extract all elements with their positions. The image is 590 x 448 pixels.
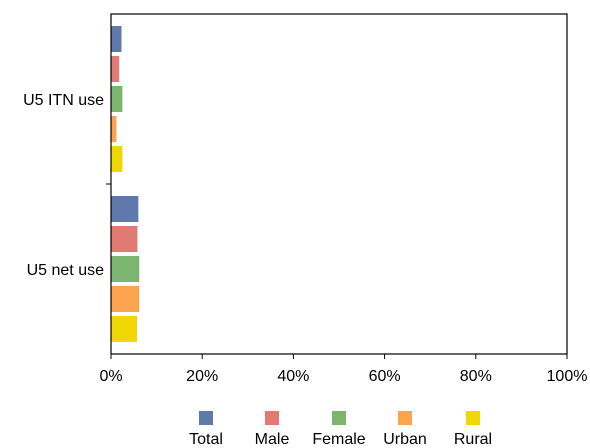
legend-item-urban: Urban bbox=[383, 411, 427, 448]
bar-u5-net-use-male bbox=[111, 226, 138, 252]
legend-item-male: Male bbox=[255, 411, 290, 448]
bar-u5-itn-use-total bbox=[111, 26, 122, 52]
legend-swatch bbox=[398, 411, 412, 425]
bar-u5-net-use-rural bbox=[111, 316, 137, 342]
legend-label: Male bbox=[255, 431, 290, 448]
legend-swatch bbox=[265, 411, 279, 425]
legend-swatch bbox=[332, 411, 346, 425]
x-tick-label: 0% bbox=[99, 368, 122, 385]
plot-frame bbox=[110, 13, 568, 355]
legend-swatch bbox=[199, 411, 213, 425]
legend-label: Female bbox=[312, 431, 365, 448]
x-axis: 0% 20% 40% 60% 80% 100% bbox=[99, 354, 587, 385]
legend-item-female: Female bbox=[312, 411, 366, 448]
x-tick-label: 60% bbox=[369, 368, 401, 385]
legend-label: Urban bbox=[383, 431, 427, 448]
x-tick-label: 40% bbox=[277, 368, 309, 385]
bars-layer bbox=[111, 26, 140, 342]
y-tick-label: U5 net use bbox=[27, 262, 104, 279]
y-tick-label: U5 ITN use bbox=[23, 92, 104, 109]
legend-label: Total bbox=[189, 431, 223, 448]
x-tick-label: 80% bbox=[460, 368, 492, 385]
x-tick-label: 100% bbox=[547, 368, 588, 385]
bar-u5-itn-use-rural bbox=[111, 146, 123, 172]
legend-item-total: Total bbox=[189, 411, 223, 448]
x-tick-label: 20% bbox=[186, 368, 218, 385]
bar-u5-itn-use-male bbox=[111, 56, 120, 82]
y-axis: U5 ITN use U5 net use bbox=[23, 92, 111, 279]
bar-u5-net-use-total bbox=[111, 196, 139, 222]
legend-swatch bbox=[466, 411, 480, 425]
legend: Total Male Female Urban Rural bbox=[189, 411, 492, 448]
bar-u5-net-use-female bbox=[111, 256, 140, 282]
bar-u5-net-use-urban bbox=[111, 286, 140, 312]
bar-u5-itn-use-female bbox=[111, 86, 123, 112]
legend-label: Rural bbox=[454, 431, 492, 448]
bar-u5-itn-use-urban bbox=[111, 116, 117, 142]
legend-item-rural: Rural bbox=[454, 411, 492, 448]
